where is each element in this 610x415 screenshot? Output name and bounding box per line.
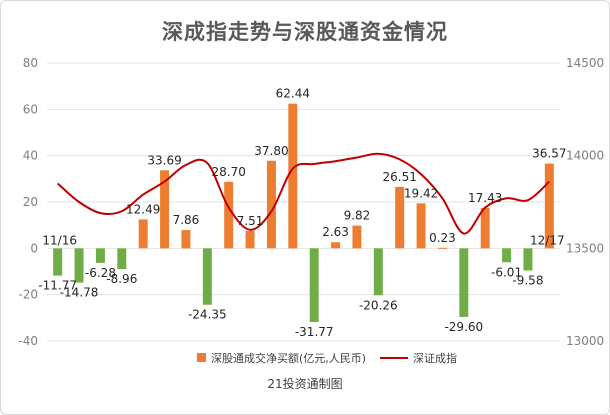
bar bbox=[138, 219, 148, 249]
bar-value-label: -14.78 bbox=[60, 286, 99, 300]
left-tick-label: 0 bbox=[30, 241, 38, 255]
bar-value-label: 9.82 bbox=[344, 209, 371, 223]
left-tick-label: 20 bbox=[23, 195, 38, 209]
bar bbox=[224, 181, 234, 249]
legend-line-label: 深证成指 bbox=[413, 351, 457, 365]
left-tick-label: -40 bbox=[18, 334, 38, 348]
bar bbox=[502, 248, 512, 263]
data-labels: -11.77-14.78 -6.28-8.96 12.49 33.69 7.86 -24.… bbox=[38, 87, 566, 339]
bar bbox=[309, 248, 319, 322]
bar bbox=[331, 242, 341, 249]
bar bbox=[266, 160, 276, 249]
bar-value-label: -6.01 bbox=[491, 265, 522, 279]
index-line bbox=[57, 152, 550, 235]
left-tick-label: 40 bbox=[23, 149, 38, 163]
chart-title: 深成指走势与深股通资金情况 bbox=[162, 20, 448, 44]
left-tick-label: 60 bbox=[23, 102, 38, 116]
bar bbox=[544, 163, 554, 249]
right-tick-label: 14500 bbox=[566, 56, 604, 70]
bar bbox=[373, 248, 383, 296]
bar bbox=[416, 203, 426, 249]
bar-value-label: 12.49 bbox=[126, 202, 160, 216]
legend: 深股通成交净买额(亿元,人民币) 深证成指 bbox=[197, 351, 457, 365]
bar bbox=[480, 207, 490, 249]
bar-value-label: 36.57 bbox=[532, 147, 566, 161]
bar bbox=[181, 230, 191, 249]
bar-value-label: 62.44 bbox=[276, 87, 310, 101]
bar-value-label: 0.23 bbox=[429, 231, 456, 245]
bar-value-label: -6.28 bbox=[85, 266, 116, 280]
bar bbox=[288, 103, 298, 249]
bar bbox=[53, 248, 63, 276]
bar bbox=[459, 248, 469, 317]
legend-bar-swatch bbox=[197, 353, 206, 362]
bar bbox=[245, 230, 255, 249]
bar-value-label: 33.69 bbox=[147, 153, 181, 167]
right-tick-label: 14000 bbox=[566, 149, 604, 163]
bar-value-label: -11.77 bbox=[38, 279, 77, 293]
bar-value-label: -9.58 bbox=[512, 274, 543, 288]
bar-value-label: -8.96 bbox=[106, 272, 137, 286]
left-axis-ticks: 80 60 40 20 0 -20 -40 bbox=[18, 56, 38, 348]
bar-series bbox=[53, 103, 554, 322]
bar bbox=[74, 248, 84, 283]
left-tick-label: -20 bbox=[18, 288, 38, 302]
right-tick-label: 13500 bbox=[566, 241, 604, 255]
end-date-label: 12/17 bbox=[530, 233, 565, 247]
bar bbox=[395, 186, 405, 249]
bar-value-label: 7.86 bbox=[173, 213, 200, 227]
bar bbox=[523, 248, 533, 271]
bar-value-label: 19.42 bbox=[404, 186, 438, 200]
bar-value-label: 7.51 bbox=[237, 214, 264, 228]
left-tick-label: 80 bbox=[23, 56, 38, 70]
chart-footer: 21投资通制图 bbox=[267, 377, 343, 391]
bar bbox=[117, 248, 127, 270]
bar-value-label: 28.70 bbox=[212, 165, 246, 179]
right-axis-ticks: 14500 14000 13500 13000 bbox=[566, 56, 604, 348]
gridlines bbox=[47, 62, 560, 342]
bar-value-label: 26.51 bbox=[383, 170, 417, 184]
legend-bar-label: 深股通成交净买额(亿元,人民币) bbox=[211, 351, 366, 365]
bar-value-label: -31.77 bbox=[295, 325, 334, 339]
bar bbox=[437, 247, 447, 249]
line-series bbox=[57, 152, 550, 235]
date-annotations: 11/16 12/17 bbox=[42, 233, 564, 247]
bar-value-label: -20.26 bbox=[359, 298, 398, 312]
bar bbox=[352, 225, 362, 249]
start-date-label: 11/16 bbox=[42, 233, 77, 247]
bar-value-label: -24.35 bbox=[188, 308, 227, 322]
bar-value-label: 17.43 bbox=[468, 191, 502, 205]
bar-value-label: 2.63 bbox=[322, 225, 349, 239]
bar-value-label: -29.60 bbox=[444, 320, 483, 334]
right-tick-label: 13000 bbox=[566, 334, 604, 348]
bar bbox=[160, 170, 170, 249]
bar bbox=[95, 248, 105, 263]
bar bbox=[202, 248, 212, 305]
bar-value-label: 37.80 bbox=[254, 144, 288, 158]
